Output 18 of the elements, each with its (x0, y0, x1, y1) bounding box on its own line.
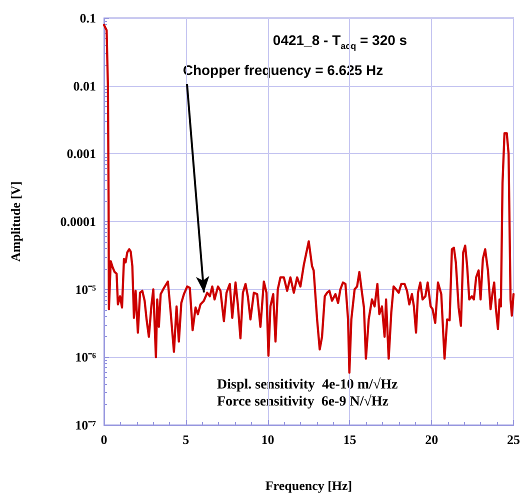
x-tick-label: 25 (507, 432, 520, 447)
annotation: Chopper frequency = 6.625 Hz (182, 62, 384, 78)
x-tick-label: 10 (261, 432, 274, 447)
line-series (102, 24, 515, 374)
x-tick-label: 20 (425, 432, 438, 447)
x-tick-label: 5 (182, 432, 190, 447)
y-tick-label: 0.01 (73, 78, 96, 94)
annotation: Force sensitivity 6e-9 N/√Hz (217, 394, 388, 410)
y-tick-label: 0.0001 (60, 214, 96, 229)
y-tick-label: 10⁻⁵ (75, 282, 96, 297)
y-tick-label: 10⁻⁶ (75, 350, 96, 365)
x-tick-label: 15 (343, 432, 357, 447)
y-axis-title: Amplitude [V] (8, 181, 23, 262)
y-tick-label: 0.1 (80, 10, 96, 26)
x-tick-label: 0 (100, 432, 108, 447)
y-tick-label: 10⁻⁷ (75, 418, 96, 432)
x-axis-title: Frequency [Hz] (265, 478, 352, 493)
y-tick-label: 0.001 (66, 146, 96, 162)
